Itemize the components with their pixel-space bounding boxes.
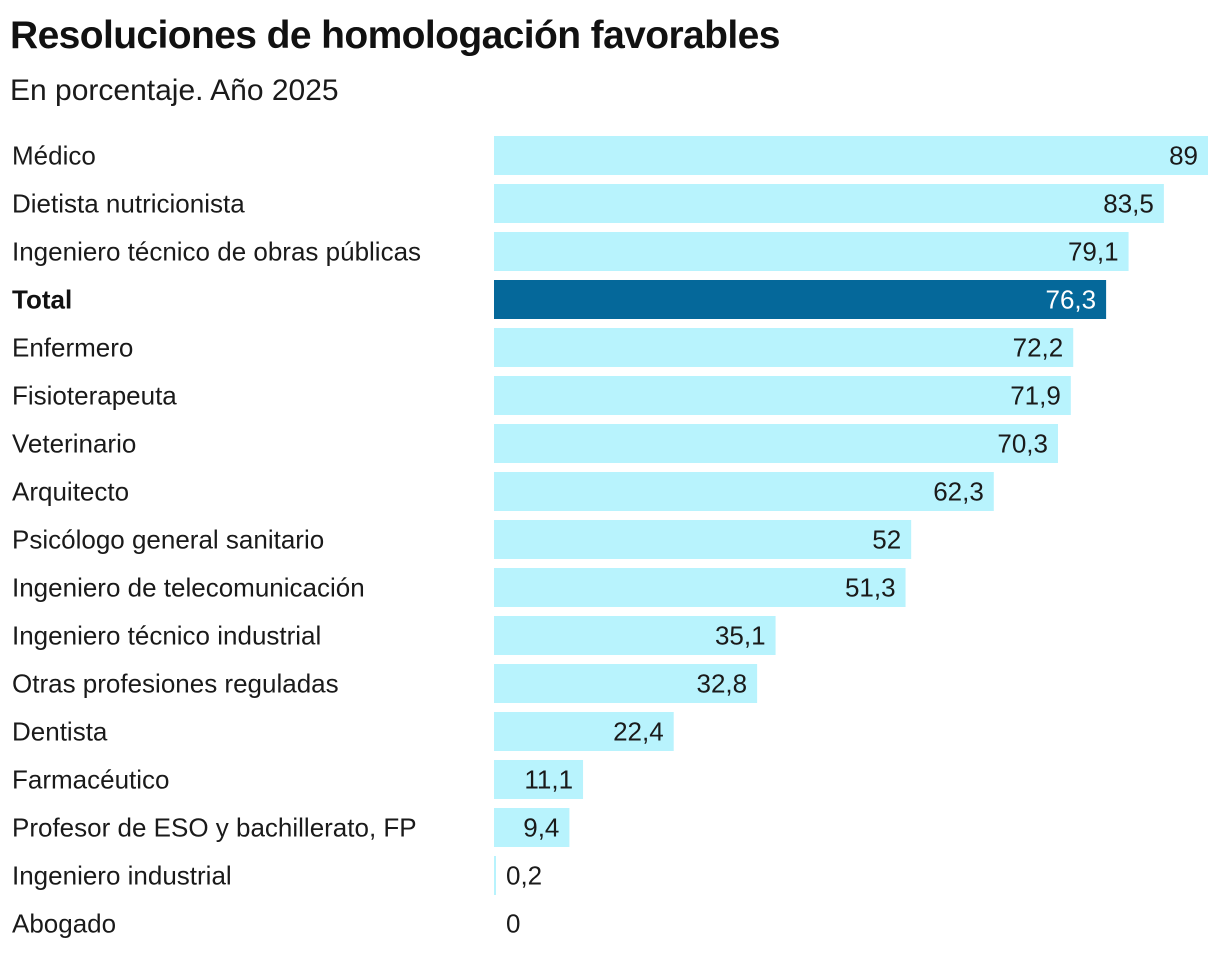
value-label-dentista: 22,4 bbox=[613, 717, 664, 747]
category-label-ingeniero-de-telecomunicacion: Ingeniero de telecomunicación bbox=[12, 573, 365, 603]
category-label-veterinario: Veterinario bbox=[12, 429, 136, 459]
bar-farmaceutico bbox=[494, 760, 584, 799]
category-label-farmaceutico: Farmacéutico bbox=[12, 765, 170, 795]
category-label-abogado: Abogado bbox=[12, 909, 116, 939]
category-label-otras-profesiones-reguladas: Otras profesiones reguladas bbox=[12, 669, 339, 699]
value-label-psicologo-general-sanitario: 52 bbox=[872, 525, 901, 555]
bar-enfermero bbox=[494, 328, 1074, 367]
chart-subtitle: En porcentaje. Año 2025 bbox=[10, 74, 339, 107]
bar-medico bbox=[494, 136, 1208, 175]
category-label-profesor-de-eso-y-bachillerato-fp: Profesor de ESO y bachillerato, FP bbox=[12, 813, 417, 843]
value-label-ingeniero-de-telecomunicacion: 51,3 bbox=[845, 573, 896, 603]
bar-profesor-de-eso-y-bachillerato-fp bbox=[494, 808, 570, 847]
value-label-ingeniero-tecnico-industrial: 35,1 bbox=[715, 621, 766, 651]
category-label-fisioterapeuta: Fisioterapeuta bbox=[12, 381, 177, 411]
chart-title: Resoluciones de homologación favorables bbox=[10, 14, 780, 57]
value-label-enfermero: 72,2 bbox=[1013, 333, 1064, 363]
bar-otras-profesiones-reguladas bbox=[494, 664, 758, 703]
bar-psicologo-general-sanitario bbox=[494, 520, 912, 559]
value-label-veterinario: 70,3 bbox=[997, 429, 1048, 459]
bar-ingeniero-de-telecomunicacion bbox=[494, 568, 906, 607]
category-label-psicologo-general-sanitario: Psicólogo general sanitario bbox=[12, 525, 324, 555]
category-label-ingeniero-tecnico-industrial: Ingeniero técnico industrial bbox=[12, 621, 321, 651]
category-label-dentista: Dentista bbox=[12, 717, 108, 747]
value-label-dietista-nutricionista: 83,5 bbox=[1103, 189, 1154, 219]
value-label-arquitecto: 62,3 bbox=[933, 477, 984, 507]
bar-fisioterapeuta bbox=[494, 376, 1071, 415]
value-label-medico: 89 bbox=[1169, 141, 1198, 171]
bar-veterinario bbox=[494, 424, 1058, 463]
value-label-total: 76,3 bbox=[1046, 285, 1097, 315]
category-label-ingeniero-tecnico-de-obras-publicas: Ingeniero técnico de obras públicas bbox=[12, 237, 421, 267]
category-label-total: Total bbox=[12, 285, 72, 315]
bar-ingeniero-tecnico-de-obras-publicas bbox=[494, 232, 1129, 271]
bar-ingeniero-industrial bbox=[494, 856, 496, 895]
bar-dentista bbox=[494, 712, 674, 751]
category-label-arquitecto: Arquitecto bbox=[12, 477, 129, 507]
value-label-ingeniero-tecnico-de-obras-publicas: 79,1 bbox=[1068, 237, 1119, 267]
value-label-farmaceutico: 11,1 bbox=[524, 765, 573, 795]
category-label-dietista-nutricionista: Dietista nutricionista bbox=[12, 189, 245, 219]
category-label-ingeniero-industrial: Ingeniero industrial bbox=[12, 861, 232, 891]
category-label-medico: Médico bbox=[12, 141, 96, 171]
value-label-ingeniero-industrial: 0,2 bbox=[506, 861, 542, 891]
value-label-fisioterapeuta: 71,9 bbox=[1010, 381, 1061, 411]
bar-dietista-nutricionista bbox=[494, 184, 1164, 223]
bar-total bbox=[494, 280, 1107, 319]
value-label-otras-profesiones-reguladas: 32,8 bbox=[697, 669, 748, 699]
bar-arquitecto bbox=[494, 472, 994, 511]
bar-ingeniero-tecnico-industrial bbox=[494, 616, 776, 655]
category-label-enfermero: Enfermero bbox=[12, 333, 133, 363]
value-label-profesor-de-eso-y-bachillerato-fp: 9,4 bbox=[523, 813, 559, 843]
value-label-abogado: 0 bbox=[506, 909, 520, 939]
